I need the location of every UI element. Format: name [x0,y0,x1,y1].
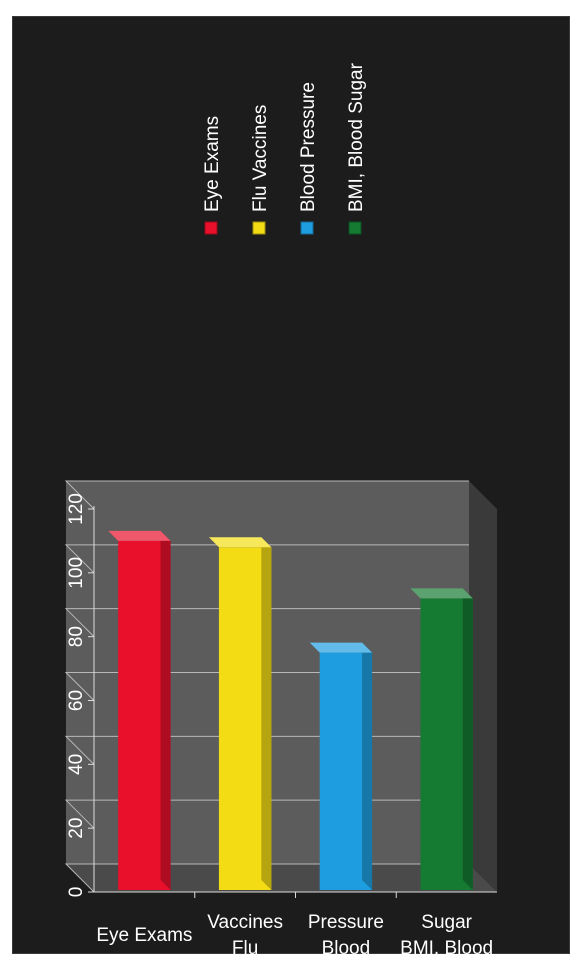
gridline [64,608,469,638]
gridline [64,544,469,574]
bar-3 [420,598,473,890]
chart-frame: 0 20 40 60 80 100 120 Eye Exams Flu Vaccines Blood… [12,16,570,954]
legend-swatch-3 [348,221,362,235]
bar-side-1 [261,537,272,890]
x-tick-label-1: Flu [232,938,258,954]
legend-swatch-0 [204,221,218,235]
x-tick-label-3: BMI, Blood [400,938,493,954]
x-tick-label-2: Pressure [308,912,384,933]
y-tick-label: 40 [66,754,87,775]
x-tick-label-3: Sugar [421,912,472,933]
bar-cap-3 [410,588,473,599]
bar-side-3 [462,588,473,890]
bar-0 [118,540,171,890]
y-tick-label: 100 [66,557,87,589]
bar-2 [319,652,373,890]
y-tick-label: 0 [66,887,87,898]
bar-chart: 0 20 40 60 80 100 120 Eye Exams Flu Vaccines Blood… [64,62,497,954]
legend-label-3: BMI, Blood Sugar [346,62,367,212]
y-tick-label: 80 [66,626,87,647]
bar-1 [218,547,272,890]
bar-cap-1 [208,537,272,548]
side-wall [469,481,497,892]
y-tick-label: 20 [66,818,87,839]
y-tick-label: 60 [66,690,87,711]
legend-swatch-2 [300,221,314,235]
gridline [64,480,469,510]
x-tick-label-0: Eye Exams [96,925,192,946]
bar-side-0 [160,530,171,890]
chart-rotated-container: 0 20 40 60 80 100 120 Eye Exams Flu Vaccines Blood… [12,16,570,954]
bar-cap-2 [309,642,373,653]
y-tick-label: 120 [66,493,87,525]
bar-cap-0 [108,530,171,541]
x-tick-label-2: Blood [322,938,371,954]
x-tick-label-1: Vaccines [207,912,283,933]
legend-swatch-1 [252,221,266,235]
legend-label-1: Flu Vaccines [250,105,271,212]
legend-label-0: Eye Exams [202,116,223,212]
bar-side-2 [362,642,373,890]
legend-label-2: Blood Pressure [298,82,319,212]
floor-plane [66,864,497,892]
